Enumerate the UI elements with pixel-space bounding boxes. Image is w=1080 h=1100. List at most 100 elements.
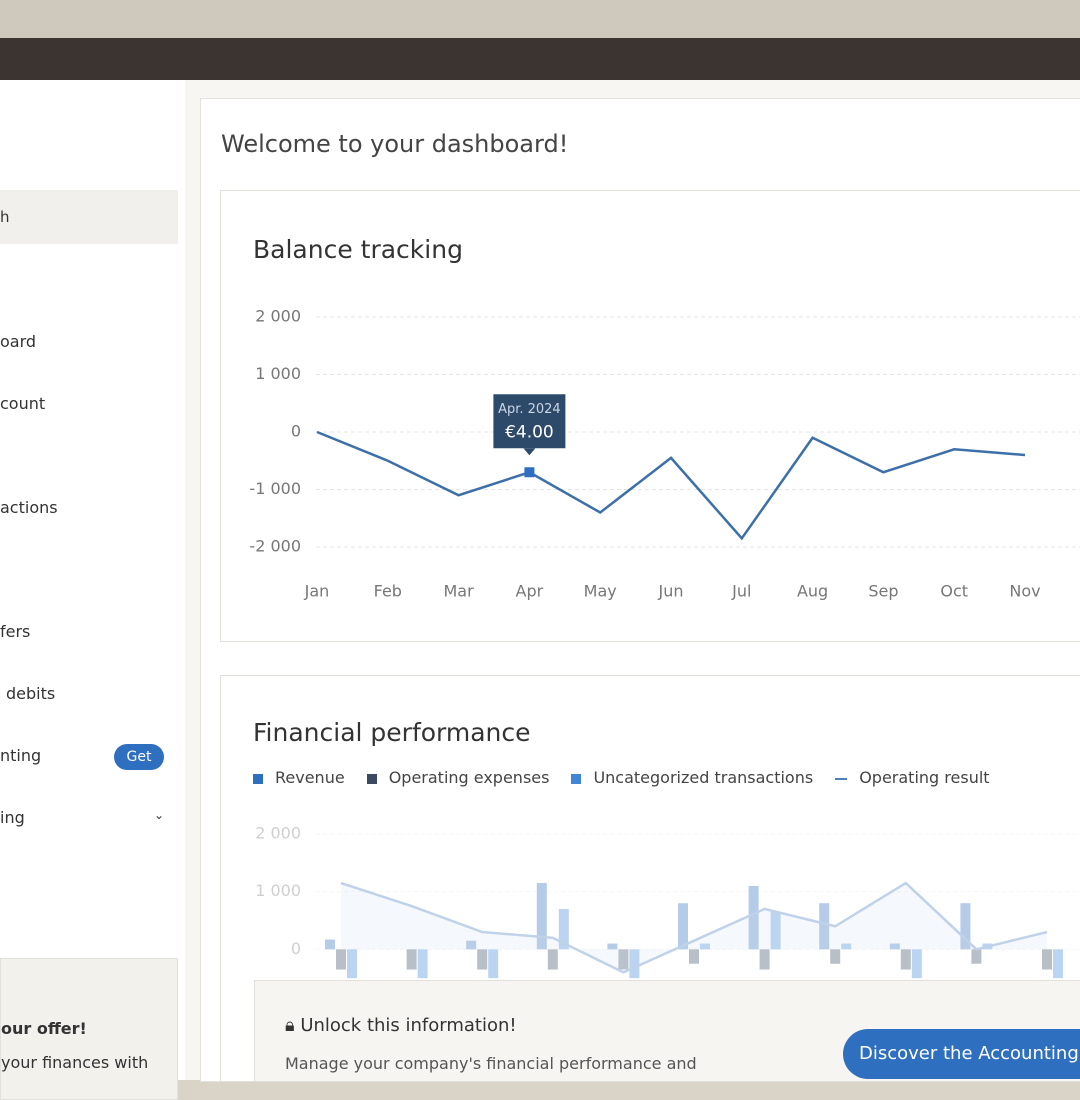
balance-card: 2 000 1 000 0 -1 000 -2 000 Jan Feb Mar Apr May Ju… xyxy=(220,190,1080,642)
nav-item[interactable]: oard xyxy=(0,332,37,351)
legend-item[interactable]: Operating result xyxy=(835,768,990,787)
tooltip-date: Apr. 2024 xyxy=(498,402,561,417)
discover-button[interactable]: Discover the Accounting xyxy=(843,1029,1080,1079)
tooltip-amount: €4.00 xyxy=(505,422,554,442)
legend-label: Revenue xyxy=(275,768,345,787)
bar xyxy=(325,939,335,950)
plot: 2 000 1 000 0 xyxy=(255,824,1080,979)
page-title: Welcome to your dashboard! xyxy=(221,130,569,158)
x-tick-label: Jan xyxy=(304,582,330,601)
tooltip-point xyxy=(524,467,535,478)
unlock-title-text: Unlock this information! xyxy=(300,1015,517,1036)
y-tick-label: 1 000 xyxy=(255,881,301,900)
bar xyxy=(547,949,558,970)
plot: 2 000 1 000 0 -1 000 -2 000 Jan Feb Mar Apr May Ju… xyxy=(249,307,1080,601)
bar xyxy=(336,949,346,970)
performance-chart: 2 000 1 000 0 xyxy=(255,824,1080,979)
sidebar: h oard count actions fers debits nting G… xyxy=(0,80,185,1100)
bar xyxy=(466,940,477,950)
bar xyxy=(900,949,911,970)
bar xyxy=(629,949,640,979)
legend-swatch xyxy=(366,773,377,784)
x-tick-label: Apr xyxy=(516,582,544,601)
data-line xyxy=(316,430,1026,541)
bar xyxy=(819,903,830,950)
y-tick-label: 2 000 xyxy=(255,824,301,843)
legend-label: Uncategorized transactions xyxy=(593,768,814,787)
bar xyxy=(759,949,770,970)
unlock-panel: 🔒︎ Unlock this information! Manage your … xyxy=(254,980,1080,1082)
bar xyxy=(700,943,710,950)
unlock-title: 🔒︎ Unlock this information! xyxy=(285,1015,517,1036)
card-title: Balance tracking xyxy=(253,235,463,264)
bar xyxy=(1042,949,1052,970)
y-tick-label: 2 000 xyxy=(255,307,301,326)
badge[interactable]: Get xyxy=(114,744,164,770)
y-tick-label: -2 000 xyxy=(249,537,301,556)
legend-label: Operating expenses xyxy=(388,768,550,787)
bar xyxy=(417,949,428,979)
data-line xyxy=(340,881,1048,974)
legend-item[interactable]: Revenue xyxy=(253,768,345,787)
y-tick-label: -1 000 xyxy=(249,479,301,498)
offer-text: your finances with xyxy=(1,1053,149,1072)
x-tick-label: Feb xyxy=(374,582,402,601)
tooltip-box xyxy=(493,394,566,449)
bar xyxy=(1053,949,1063,979)
card-title: Financial performance xyxy=(253,718,531,747)
unlock-text: Manage your company's financial performa… xyxy=(285,1054,697,1073)
bar xyxy=(971,949,982,964)
legend-swatch xyxy=(253,773,263,784)
bar xyxy=(830,949,841,964)
nav-item[interactable]: count xyxy=(0,394,46,413)
x-tick-label: Nov xyxy=(1009,582,1040,601)
bar xyxy=(911,949,922,979)
result-area xyxy=(341,883,1047,973)
bar xyxy=(607,943,618,950)
chevron[interactable]: ⌄ xyxy=(154,808,165,822)
bar xyxy=(558,908,569,950)
bar xyxy=(960,903,971,950)
bar xyxy=(748,885,759,950)
wall xyxy=(0,0,1080,40)
y-tick-label: 0 xyxy=(291,422,301,441)
legend-swatch xyxy=(835,777,848,780)
bar xyxy=(770,911,781,950)
legend-item[interactable]: Uncategorized transactions xyxy=(571,768,813,787)
bar xyxy=(406,949,417,970)
x-tick-label: Mar xyxy=(444,582,475,601)
x-tick-label: Jun xyxy=(658,582,684,601)
offer-title: our offer! xyxy=(1,1019,87,1038)
bar xyxy=(982,943,993,950)
bar xyxy=(488,949,499,979)
nav-item[interactable]: ing xyxy=(0,808,25,827)
balance-chart: 2 000 1 000 0 -1 000 -2 000 Jan Feb Mar Apr May Ju… xyxy=(249,307,1080,601)
x-tick-label: Oct xyxy=(940,582,968,601)
bar xyxy=(347,949,357,979)
bar xyxy=(477,949,488,970)
legend: Revenue Operating expenses Uncategorized t… xyxy=(253,768,990,787)
nav-item[interactable]: fers xyxy=(0,622,31,641)
nav-item[interactable]: nting xyxy=(0,746,42,765)
bar xyxy=(618,949,629,970)
nav-item[interactable]: actions xyxy=(0,498,58,517)
legend-label: Operating result xyxy=(859,768,990,787)
bar xyxy=(536,883,547,950)
x-tick-label: May xyxy=(584,582,617,601)
x-tick-label: Aug xyxy=(797,582,828,601)
legend-item[interactable]: Operating expenses xyxy=(366,768,550,787)
bar xyxy=(689,949,699,964)
legend-swatch xyxy=(571,773,582,784)
search-box[interactable]: h xyxy=(0,190,178,244)
bar xyxy=(889,943,900,950)
bar xyxy=(841,943,852,950)
y-tick-label: 0 xyxy=(291,939,301,958)
x-tick-label: Sep xyxy=(868,582,898,601)
y-tick-label: 1 000 xyxy=(255,364,301,383)
tooltip-arrow xyxy=(523,448,536,456)
offer-card: our offer! your finances with xyxy=(0,958,178,1100)
x-tick-label: Jul xyxy=(731,582,751,601)
nav-item[interactable]: debits xyxy=(6,684,56,703)
bar xyxy=(678,903,688,950)
